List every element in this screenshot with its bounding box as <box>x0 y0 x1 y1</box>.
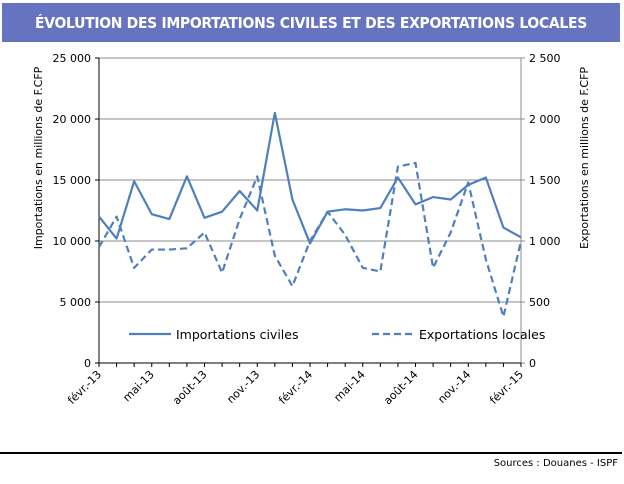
series-line-exportations <box>98 161 523 318</box>
y2-tick-label: 1 000 <box>529 235 561 248</box>
x-tick-label: nov.-14 <box>435 368 473 406</box>
y-tick-label: 25 000 <box>53 52 92 65</box>
y-tick-label: 5 000 <box>60 296 92 309</box>
x-tick-label: mai-14 <box>331 368 367 404</box>
legend-label: Importations civiles <box>176 327 298 342</box>
x-tick-label: août-14 <box>381 368 420 407</box>
x-tick-label: févr.-15 <box>487 368 526 407</box>
y2-axis-label: Exportations en millions de F.CFP <box>578 67 591 249</box>
y-tick-label: 20 000 <box>53 113 92 126</box>
series-line-importations <box>98 111 522 245</box>
y-tick-label: 15 000 <box>53 174 92 187</box>
y2-tick-label: 2 500 <box>529 52 561 65</box>
x-tick-label: mai-13 <box>120 368 156 404</box>
x-tick-label: nov.-13 <box>224 368 262 406</box>
y-tick-label: 0 <box>84 357 91 370</box>
y2-tick-label: 0 <box>529 357 536 370</box>
y2-tick-label: 1 500 <box>529 174 561 187</box>
x-tick-label: févr.-14 <box>276 368 315 407</box>
y-tick-label: 10 000 <box>53 235 92 248</box>
x-tick-label: févr.-13 <box>65 368 104 407</box>
x-tick-label: août-13 <box>170 368 209 407</box>
y2-tick-label: 2 000 <box>529 113 561 126</box>
chart-title-banner: ÉVOLUTION DES IMPORTATIONS CIVILES ET DE… <box>2 3 620 42</box>
legend-label: Exportations locales <box>419 327 545 342</box>
y-axis-label: Importations en millions de F.CFP <box>32 66 45 249</box>
chart: 0 0 5 000 500 10 000 1 000 15 000 1 500 20 000 2 … <box>32 52 591 407</box>
y2-tick-label: 500 <box>529 296 550 309</box>
source-note: Sources : Douanes - ISPF <box>493 458 618 469</box>
footer-divider <box>0 452 622 454</box>
